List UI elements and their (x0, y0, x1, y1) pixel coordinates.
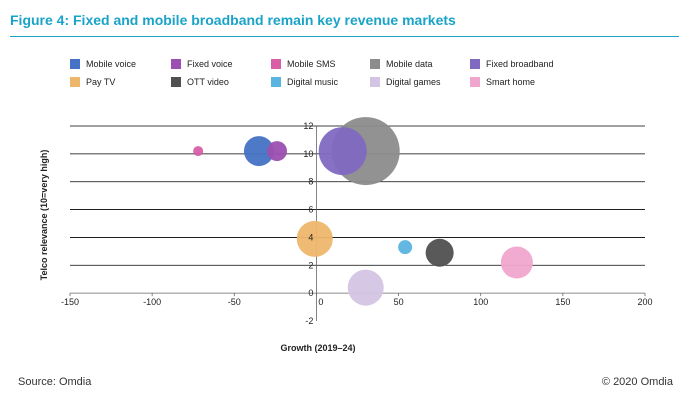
y-tick-label: 12 (303, 121, 313, 131)
y-tick-label: -2 (305, 316, 313, 326)
bubble-pay-tv (296, 220, 333, 257)
legend-label: Fixed broadband (486, 59, 554, 69)
legend-item-mobile-data: Mobile data (370, 57, 433, 71)
legend-swatch (470, 77, 480, 87)
x-tick-label: 200 (637, 297, 652, 307)
legend-item-pay-tv: Pay TV (70, 75, 115, 89)
title-rule (10, 36, 679, 37)
legend-swatch (171, 77, 181, 87)
y-tick-label: 6 (308, 205, 313, 215)
legend-label: OTT video (187, 77, 229, 87)
legend-swatch (70, 77, 80, 87)
bubbles (193, 117, 533, 306)
source-note: Source: Omdia (18, 376, 92, 388)
legend-label: Digital games (386, 77, 441, 87)
x-tick-label: -50 (228, 297, 241, 307)
x-tick-label: 50 (394, 297, 404, 307)
legend-label: Mobile SMS (287, 59, 336, 69)
x-tick-label: 0 (318, 297, 323, 307)
legend-item-mobile-voice: Mobile voice (70, 57, 136, 71)
legend-label: Mobile data (386, 59, 433, 69)
legend-label: Digital music (287, 77, 339, 87)
legend-item-fixed-voice: Fixed voice (171, 57, 233, 71)
tick-labels: -2 0 2 4 6 8 10 12 -150 -100 -50 0 50 100 150 200 (61, 121, 653, 326)
legend-label: Fixed voice (187, 59, 233, 69)
bubble-digital-games (347, 269, 384, 306)
legend-item-digital-music: Digital music (271, 75, 338, 89)
figure-title: Figure 4: Fixed and mobile broadband rem… (10, 12, 456, 28)
y-tick-label: 4 (308, 232, 313, 242)
legend-label: Mobile voice (86, 59, 137, 69)
legend-item-ott-video: OTT video (171, 75, 229, 89)
legend-swatch (171, 59, 181, 69)
legend-item-fixed-broadband: Fixed broadband (470, 57, 554, 71)
x-tick-label: 100 (473, 297, 488, 307)
bubble-smart-home (500, 246, 533, 279)
legend-swatch (470, 59, 480, 69)
bubble-fixed-broadband (318, 127, 367, 176)
legend-label: Pay TV (86, 77, 116, 87)
bubble-fixed-voice (267, 141, 287, 162)
legend-swatch (70, 59, 80, 69)
x-tick-label: -100 (143, 297, 161, 307)
legend-swatch (370, 59, 380, 69)
x-tick-label: 150 (555, 297, 570, 307)
legend-item-mobile-sms: Mobile SMS (271, 57, 336, 71)
bubble-digital-music (398, 240, 413, 255)
y-tick-label: 10 (303, 149, 313, 159)
x-axis-title: Growth (2019–24) (280, 343, 355, 353)
legend-swatch (271, 59, 281, 69)
copyright-note: © 2020 Omdia (601, 376, 673, 388)
bubble-mobile-voice (243, 136, 274, 167)
legend-swatch (271, 77, 281, 87)
y-tick-label: 0 (308, 288, 313, 298)
y-axis-title: Telco relevance (10=very high) (39, 150, 49, 281)
y-tick-label: 8 (308, 177, 313, 187)
x-tick-label: -150 (61, 297, 79, 307)
legend-item-smart-home: Smart home (470, 75, 535, 89)
bubble-ott-video (425, 238, 454, 267)
legend-item-digital-games: Digital games (370, 75, 441, 89)
y-tick-label: 2 (308, 260, 313, 270)
legend-label: Smart home (486, 77, 536, 87)
legend-swatch (370, 77, 380, 87)
bubble-mobile-sms (193, 146, 204, 157)
chart-legend: Mobile voice Fixed voice Mobile SMS Mobi… (70, 57, 610, 93)
